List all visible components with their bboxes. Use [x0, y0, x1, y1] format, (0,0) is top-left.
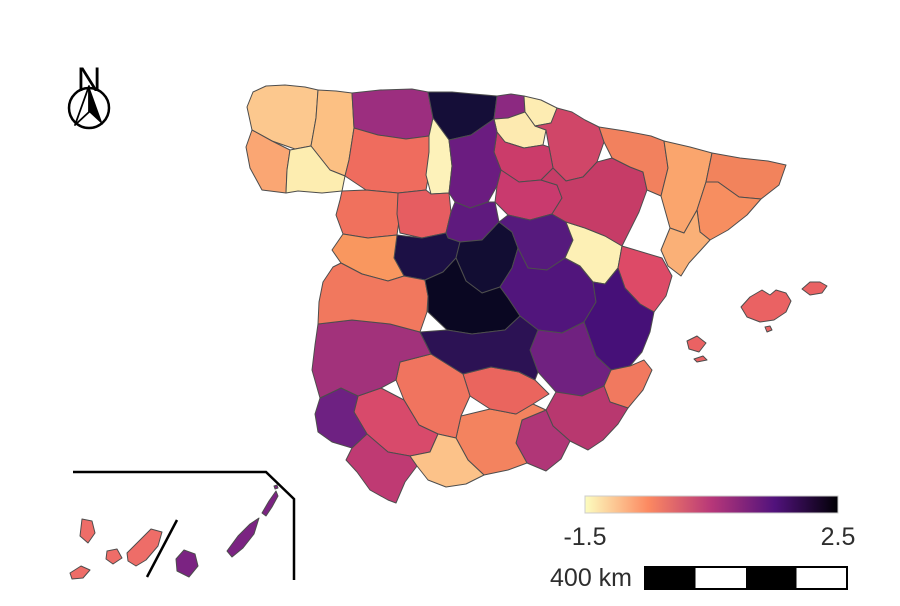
inset-divider-line [145, 519, 179, 578]
province-zamora [335, 189, 401, 239]
legend-max-label: 2.5 [821, 523, 856, 551]
scale-bar-border [644, 566, 848, 590]
province-ourense [285, 145, 346, 194]
province-toledo [424, 257, 521, 335]
color-legend: -1.5 2.5 [563, 495, 856, 551]
inset-border [73, 470, 296, 580]
mainland-provinces [245, 84, 787, 504]
north-arrow-pointer-right [89, 86, 103, 125]
scale-bar-label: 400 km [550, 564, 632, 592]
legend-min-label: -1.5 [563, 523, 606, 551]
province-leon [344, 127, 433, 194]
north-arrow: N [67, 61, 111, 130]
scale-bar: 400 km [550, 564, 848, 592]
province-zaragoza [540, 157, 648, 247]
north-arrow-pointer-left [74, 85, 90, 126]
province-valladolid [396, 189, 452, 239]
balearic-islands [686, 281, 828, 363]
province-santa-cruz-de-tenerife [69, 518, 163, 580]
province-cadiz [345, 433, 418, 504]
legend-gradient-bar [584, 495, 839, 514]
province-malaga [409, 433, 485, 488]
province-tarragona [660, 209, 711, 277]
province-las-palmas [175, 484, 279, 578]
scale-bar-segment-3 [746, 567, 797, 589]
canary-inset [69, 470, 296, 580]
province-illes-balears [686, 281, 828, 363]
province-ciudad-real [419, 315, 539, 381]
scale-bar-segment-1 [645, 567, 696, 589]
province-huesca [598, 126, 669, 197]
